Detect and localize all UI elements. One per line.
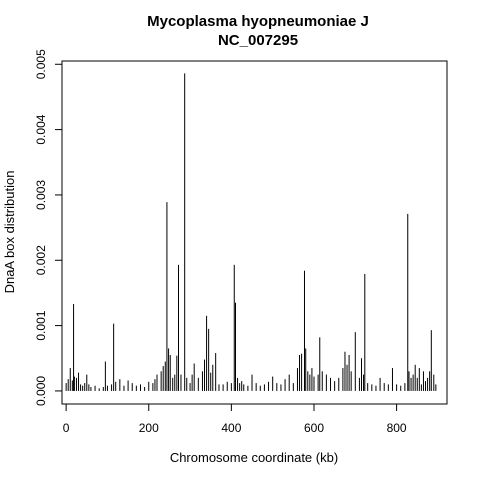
y-tick-label: 0.000	[34, 376, 48, 406]
y-tick-label: 0.004	[34, 114, 48, 144]
x-tick-label: 200	[139, 421, 159, 435]
chart-subtitle: NC_007295	[218, 32, 298, 49]
y-tick-label: 0.001	[34, 310, 48, 340]
x-axis-label: Chromosome coordinate (kb)	[170, 450, 338, 465]
x-tick-label: 400	[221, 421, 241, 435]
x-tick-label: 0	[63, 421, 70, 435]
chart-title: Mycoplasma hyopneumoniae J	[147, 13, 369, 30]
plot-frame	[61, 60, 448, 405]
x-axis: 0 200 400 600 800	[63, 403, 407, 435]
bars-group	[65, 73, 437, 391]
x-tick-label: 800	[387, 421, 407, 435]
y-tick-label: 0.005	[34, 49, 48, 79]
y-tick-label: 0.002	[34, 245, 48, 275]
y-tick-label: 0.003	[34, 180, 48, 210]
x-tick-label: 600	[304, 421, 324, 435]
y-axis-label: DnaA box distribution	[2, 171, 17, 294]
y-axis: 0.000 0.001 0.002 0.003 0.004 0.005	[34, 49, 63, 406]
